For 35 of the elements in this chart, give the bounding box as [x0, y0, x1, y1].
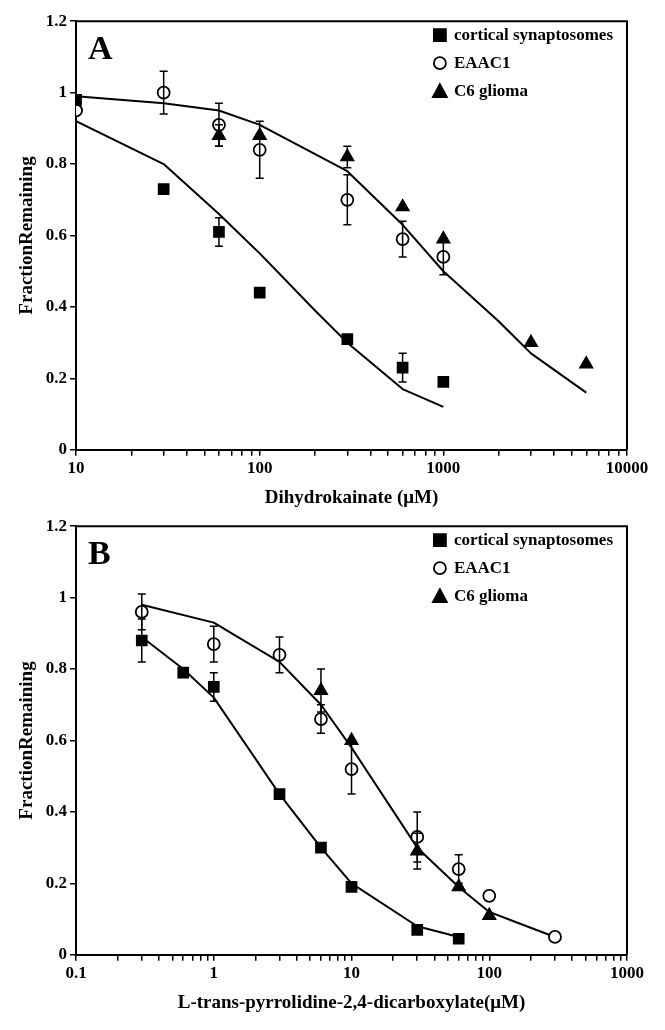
legend-label: EAAC1 [453, 557, 511, 577]
y-tick-label: 1.2 [45, 10, 68, 30]
x-axis-title: Dihydrokainate (μM) [264, 485, 439, 508]
y-tick-label: 1 [58, 587, 68, 607]
y-tick-label: 0.8 [45, 153, 68, 173]
annotation: B [88, 533, 111, 571]
x-axis-title: L-trans-pyrrolidine-2,4-dicarboxylate(μM) [177, 990, 526, 1013]
y-tick-label: 1 [58, 82, 68, 102]
legend-label: cortical synaptosomes [453, 24, 614, 44]
y-tick-label: 0 [58, 944, 68, 964]
y-tick-label: 0.8 [45, 658, 68, 678]
x-tick-label: 10000 [605, 458, 649, 478]
x-tick-label: 10 [343, 963, 361, 983]
y-tick-label: 1.2 [45, 515, 68, 535]
legend-label: C6 glioma [453, 585, 529, 605]
annotation: A [88, 28, 114, 66]
legend-label: cortical synaptosomes [453, 529, 614, 549]
y-axis-title: FractionRemaining [15, 660, 37, 820]
legend-label: C6 glioma [453, 80, 529, 100]
y-tick-label: 0.6 [45, 224, 68, 244]
legend-label: EAAC1 [453, 52, 511, 72]
x-tick-label: 10 [67, 458, 85, 478]
x-tick-label: 1000 [426, 458, 461, 478]
y-tick-label: 0.2 [45, 872, 68, 892]
x-tick-label: 0.1 [65, 963, 87, 983]
y-axis-title: FractionRemaining [15, 155, 37, 315]
x-tick-label: 100 [476, 963, 503, 983]
x-tick-label: 100 [246, 458, 273, 478]
x-tick-label: 1000 [610, 963, 644, 983]
x-tick-label: 1 [209, 963, 219, 983]
y-tick-label: 0.2 [45, 367, 68, 387]
y-tick-label: 0.4 [45, 296, 68, 316]
y-tick-label: 0 [58, 439, 68, 459]
y-tick-label: 0.6 [45, 729, 68, 749]
y-tick-label: 0.4 [45, 801, 68, 821]
